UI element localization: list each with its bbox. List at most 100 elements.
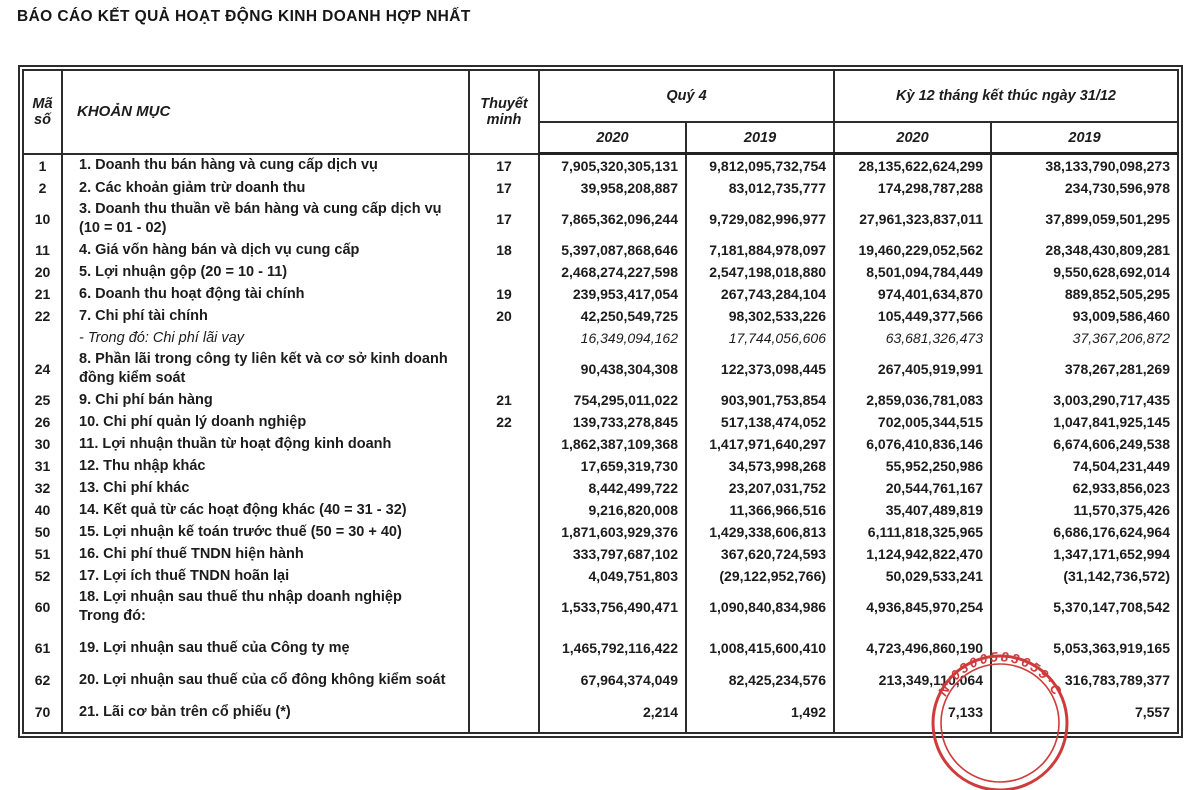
- header-code: Mã số: [22, 69, 63, 155]
- row-code: 61: [22, 627, 63, 659]
- row-note: [468, 521, 540, 543]
- row-item: 4. Giá vốn hàng bán và dịch vụ cung cấp: [61, 239, 470, 261]
- cell-fy-2020: 267,405,919,991: [833, 349, 993, 389]
- cell-q4-2020: 42,250,549,725: [538, 305, 687, 327]
- cell-q4-2019: 1,492: [684, 691, 836, 733]
- cell-fy-2020: 27,961,323,837,011: [833, 199, 993, 239]
- row-item: 1. Doanh thu bán hàng và cung cấp dịch v…: [61, 153, 470, 177]
- cell-q4-2020: 7,905,320,305,131: [538, 153, 687, 177]
- company-seal-stamp: N·0300583659·C: [915, 645, 1095, 790]
- row-note: [468, 565, 540, 587]
- cell-q4-2020: 5,397,087,868,646: [538, 239, 687, 261]
- cell-q4-2019: 1,008,415,600,410: [684, 627, 836, 659]
- cell-q4-2019: 1,429,338,606,813: [684, 521, 836, 543]
- header-q4-group: Quý 4: [537, 69, 836, 123]
- row-item: 8. Phần lãi trong công ty liên kết và cơ…: [61, 349, 470, 389]
- table-body: 1 1. Doanh thu bán hàng và cung cấp dịch …: [22, 153, 1179, 733]
- row-note: [468, 691, 540, 733]
- row-item: 7. Chi phí tài chính: [61, 305, 470, 327]
- cell-fy-2020: 174,298,787,288: [833, 177, 993, 199]
- row-code: 40: [22, 499, 63, 521]
- row-code: 60: [22, 587, 63, 627]
- row-code: 51: [22, 543, 63, 565]
- row-code: 70: [22, 691, 63, 733]
- cell-q4-2020: 139,733,278,845: [538, 411, 687, 433]
- row-code: 50: [22, 521, 63, 543]
- cell-fy-2019: 93,009,586,460: [990, 305, 1179, 327]
- cell-fy-2020: 55,952,250,986: [833, 455, 993, 477]
- row-note: 20: [468, 305, 540, 327]
- cell-q4-2020: 1,871,603,929,376: [538, 521, 687, 543]
- row-item: 20. Lợi nhuận sau thuế của cổ đông không…: [61, 659, 470, 691]
- header-fy-group: Kỳ 12 tháng kết thúc ngày 31/12: [833, 69, 1179, 123]
- cell-fy-2019: 1,047,841,925,145: [990, 411, 1179, 433]
- cell-q4-2019: (29,122,952,766): [684, 565, 836, 587]
- row-code: 32: [22, 477, 63, 499]
- cell-fy-2020: 1,124,942,822,470: [833, 543, 993, 565]
- table-row: 25 9. Chi phí bán hàng 21 754,295,011,022 90…: [22, 389, 1179, 411]
- cell-q4-2019: 9,812,095,732,754: [684, 153, 836, 177]
- header-notes: Thuyết minh: [468, 69, 540, 155]
- cell-q4-2020: 67,964,374,049: [538, 659, 687, 691]
- row-code: 52: [22, 565, 63, 587]
- cell-fy-2019: 11,570,375,426: [990, 499, 1179, 521]
- row-note: [468, 477, 540, 499]
- cell-q4-2020: 90,438,304,308: [538, 349, 687, 389]
- cell-q4-2019: 267,743,284,104: [684, 283, 836, 305]
- cell-fy-2020: 63,681,326,473: [833, 327, 993, 349]
- row-note: 21: [468, 389, 540, 411]
- table-row: 11 4. Giá vốn hàng bán và dịch vụ cung cấ…: [22, 239, 1179, 261]
- cell-fy-2019: 62,933,856,023: [990, 477, 1179, 499]
- row-code: 26: [22, 411, 63, 433]
- seal-icon: N·0300583659·C: [931, 649, 1069, 790]
- table-row: 60 18. Lợi nhuận sau thuế thu nhập doanh …: [22, 587, 1179, 627]
- row-note: 17: [468, 153, 540, 177]
- cell-q4-2020: 17,659,319,730: [538, 455, 687, 477]
- cell-fy-2020: 974,401,634,870: [833, 283, 993, 305]
- row-note: [468, 327, 540, 349]
- cell-fy-2020: 702,005,344,515: [833, 411, 993, 433]
- row-item: 2. Các khoản giảm trừ doanh thu: [61, 177, 470, 199]
- cell-fy-2020: 50,029,533,241: [833, 565, 993, 587]
- header-item: KHOẢN MỤC: [61, 69, 470, 155]
- cell-fy-2019: 74,504,231,449: [990, 455, 1179, 477]
- cell-fy-2019: 37,367,206,872: [990, 327, 1179, 349]
- cell-fy-2020: 6,111,818,325,965: [833, 521, 993, 543]
- cell-q4-2019: 367,620,724,593: [684, 543, 836, 565]
- cell-q4-2020: 333,797,687,102: [538, 543, 687, 565]
- cell-fy-2019: (31,142,736,572): [990, 565, 1179, 587]
- cell-fy-2019: 37,899,059,501,295: [990, 199, 1179, 239]
- row-code: 21: [22, 283, 63, 305]
- cell-fy-2019: 28,348,430,809,281: [990, 239, 1179, 261]
- table-row: 40 14. Kết quả từ các hoạt động khác (40 …: [22, 499, 1179, 521]
- table-row: 10 3. Doanh thu thuần về bán hàng và cung…: [22, 199, 1179, 239]
- cell-q4-2020: 16,349,094,162: [538, 327, 687, 349]
- row-item: 13. Chi phí khác: [61, 477, 470, 499]
- header-year-fy-2019: 2019: [990, 121, 1179, 155]
- table-row: 52 17. Lợi ích thuế TNDN hoãn lại 4,049,75…: [22, 565, 1179, 587]
- row-code: 1: [22, 153, 63, 177]
- cell-fy-2020: 6,076,410,836,146: [833, 433, 993, 455]
- cell-fy-2020: 28,135,622,624,299: [833, 153, 993, 177]
- cell-q4-2019: 517,138,474,052: [684, 411, 836, 433]
- cell-fy-2019: 3,003,290,717,435: [990, 389, 1179, 411]
- header-year-q4-2020: 2020: [538, 121, 687, 155]
- cell-q4-2020: 2,214: [538, 691, 687, 733]
- table-row: 50 15. Lợi nhuận kế toán trước thuế (50 =…: [22, 521, 1179, 543]
- cell-q4-2019: 98,302,533,226: [684, 305, 836, 327]
- row-note: [468, 261, 540, 283]
- cell-q4-2019: 9,729,082,996,977: [684, 199, 836, 239]
- cell-fy-2019: 6,674,606,249,538: [990, 433, 1179, 455]
- table-row: 26 10. Chi phí quản lý doanh nghiệp 22 139,…: [22, 411, 1179, 433]
- row-note: [468, 499, 540, 521]
- row-note: [468, 659, 540, 691]
- cell-q4-2019: 11,366,966,516: [684, 499, 836, 521]
- row-item: 9. Chi phí bán hàng: [61, 389, 470, 411]
- cell-q4-2019: 122,373,098,445: [684, 349, 836, 389]
- header-year-q4-2019: 2019: [684, 121, 836, 155]
- row-code: 22: [22, 305, 63, 327]
- cell-q4-2019: 34,573,998,268: [684, 455, 836, 477]
- table-row: 61 19. Lợi nhuận sau thuế của Công ty mẹ 1…: [22, 627, 1179, 659]
- cell-fy-2019: 38,133,790,098,273: [990, 153, 1179, 177]
- cell-q4-2020: 754,295,011,022: [538, 389, 687, 411]
